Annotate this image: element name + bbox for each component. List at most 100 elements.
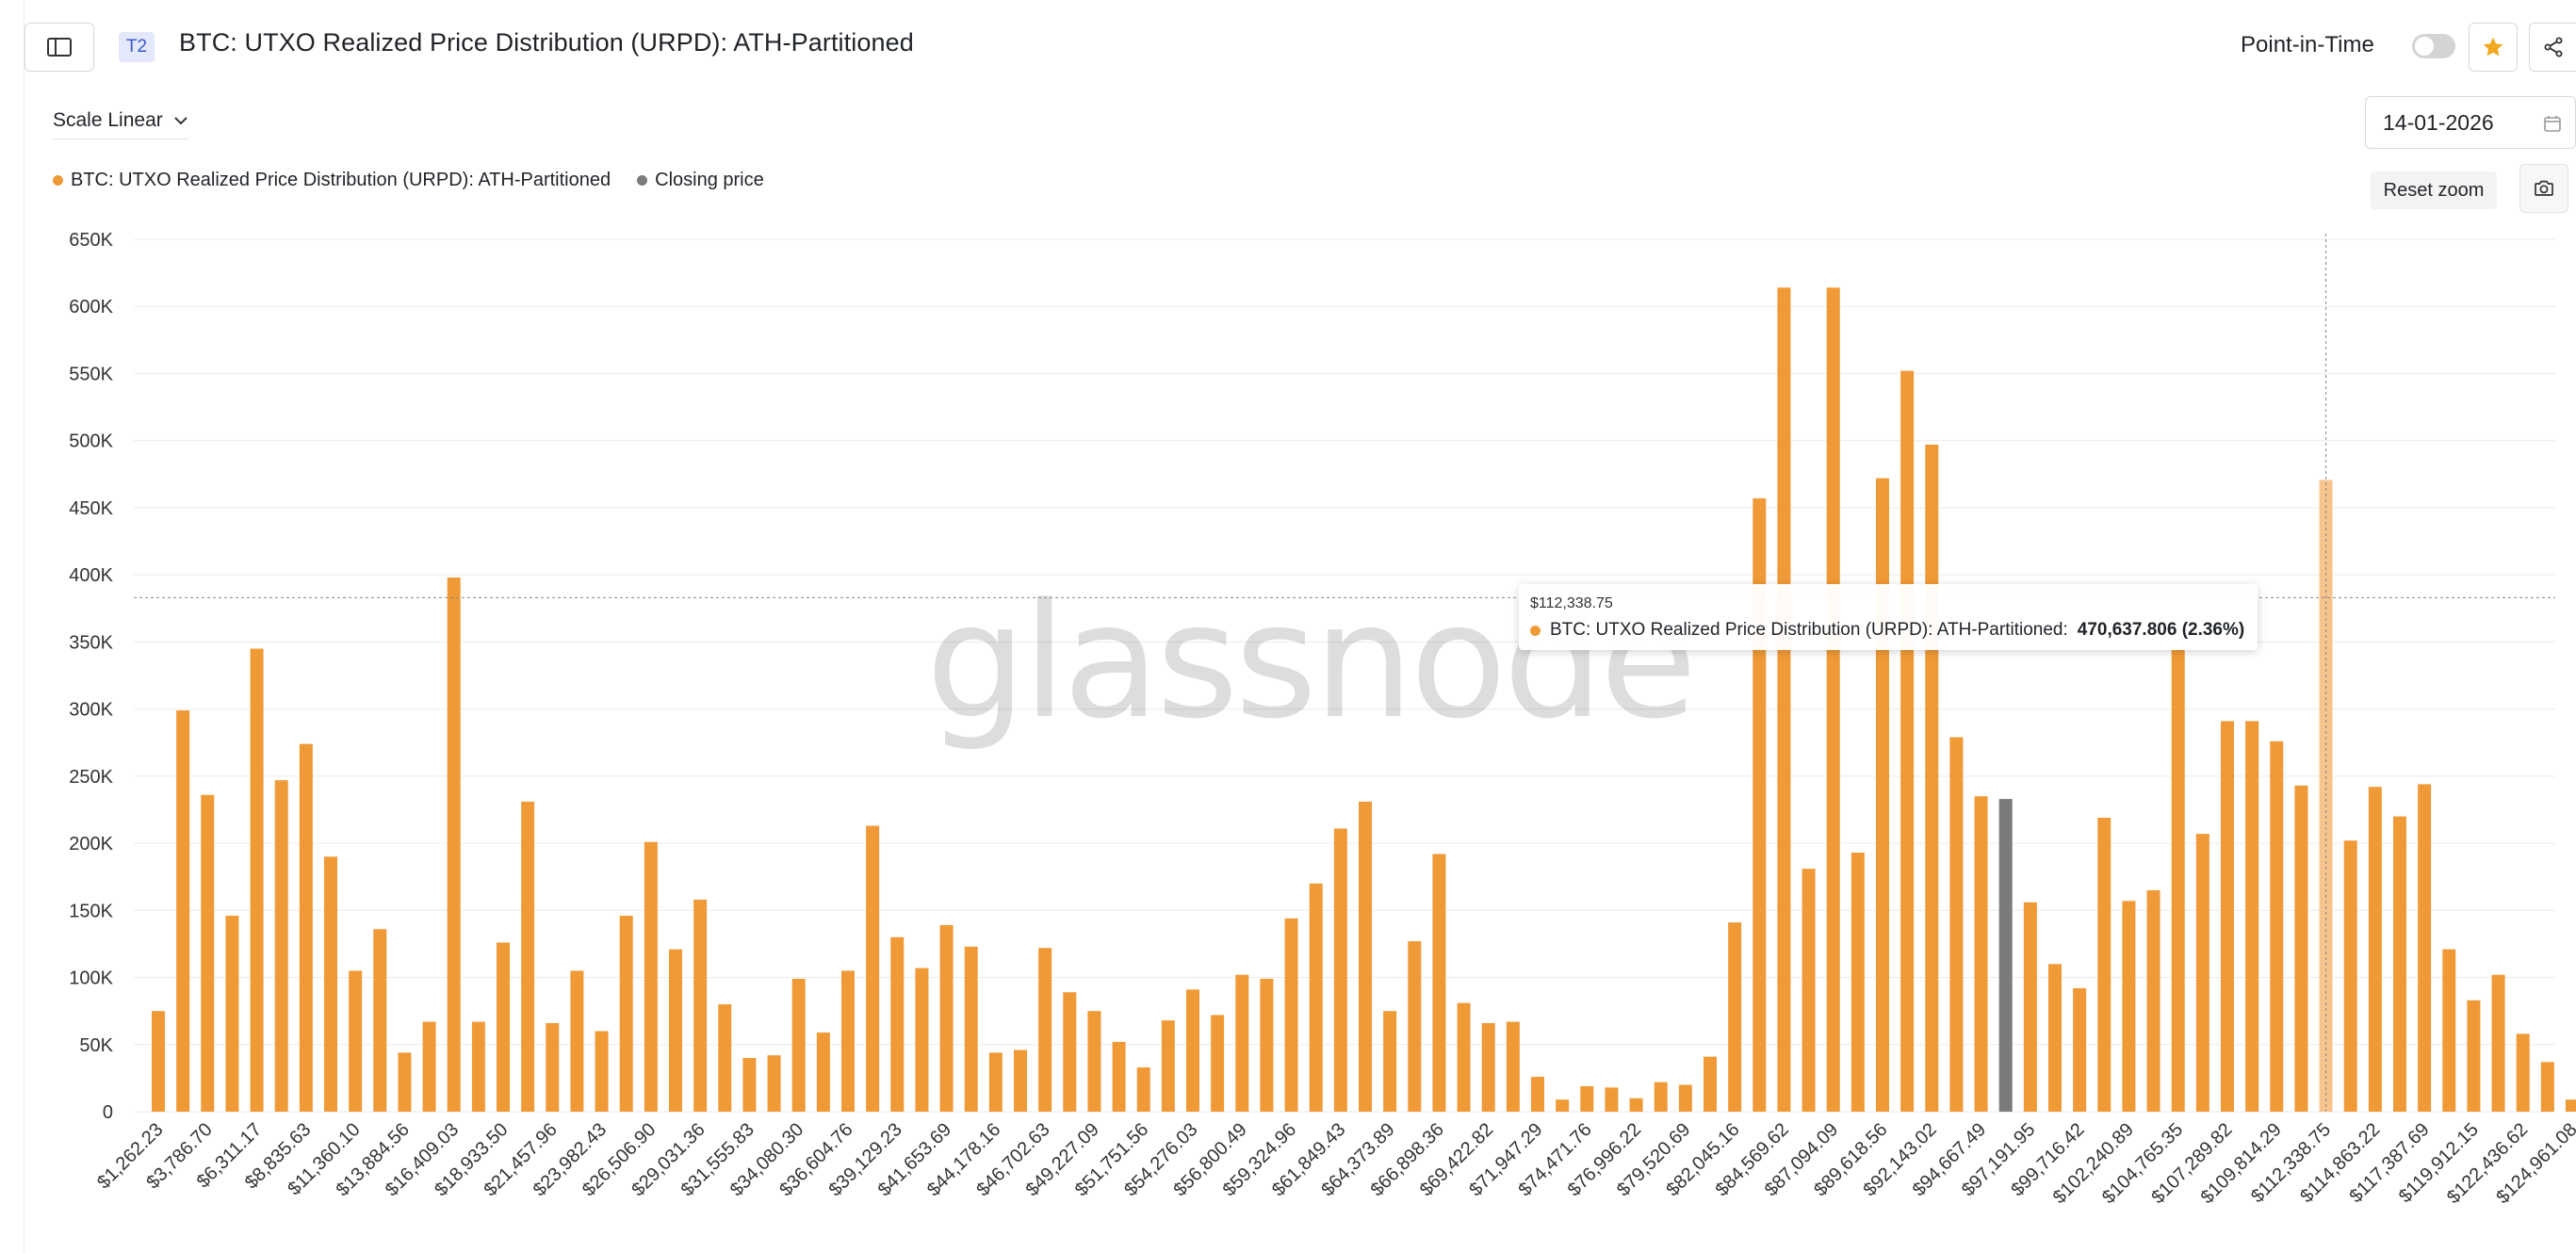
urpd-bar[interactable] (1481, 1022, 1495, 1112)
urpd-bar[interactable] (1900, 370, 1915, 1112)
urpd-bar[interactable] (1925, 444, 1939, 1112)
urpd-bar[interactable] (299, 743, 313, 1112)
urpd-bar[interactable] (521, 801, 535, 1112)
share-button[interactable] (2529, 23, 2576, 72)
closing-price-bar[interactable] (1998, 799, 2013, 1112)
urpd-bar[interactable] (1186, 989, 1199, 1112)
urpd-bar[interactable] (693, 899, 708, 1112)
urpd-bar[interactable] (1014, 1050, 1027, 1112)
urpd-bar[interactable] (2073, 987, 2087, 1112)
urpd-bar[interactable] (1136, 1066, 1150, 1112)
urpd-bar[interactable] (2467, 1000, 2481, 1112)
urpd-bar[interactable] (1235, 974, 1249, 1112)
urpd-bar[interactable] (767, 1055, 781, 1112)
urpd-bar[interactable] (201, 794, 215, 1112)
urpd-bar[interactable] (2221, 721, 2234, 1112)
urpd-bar[interactable] (349, 970, 363, 1112)
urpd-bar[interactable] (2442, 949, 2456, 1112)
urpd-bar[interactable] (1087, 1011, 1101, 1112)
urpd-bar[interactable] (1408, 941, 1422, 1112)
urpd-bar[interactable] (2491, 974, 2505, 1112)
urpd-bar[interactable] (2146, 889, 2160, 1112)
urpd-bar[interactable] (1432, 854, 1446, 1112)
urpd-bar[interactable] (447, 578, 461, 1112)
urpd-bar[interactable] (1309, 883, 1323, 1112)
urpd-bar[interactable] (1112, 1041, 1126, 1112)
urpd-bar[interactable] (1333, 828, 1347, 1112)
urpd-bar[interactable] (595, 1031, 609, 1112)
urpd-bar[interactable] (1654, 1082, 1668, 1112)
urpd-bar[interactable] (2418, 784, 2432, 1112)
urpd-bar[interactable] (791, 978, 806, 1112)
urpd-bar[interactable] (1359, 801, 1372, 1112)
urpd-bar[interactable] (2566, 1099, 2576, 1112)
urpd-bar[interactable] (1802, 869, 1816, 1112)
urpd-bar[interactable] (546, 1022, 560, 1112)
urpd-bar[interactable] (1531, 1076, 1544, 1112)
urpd-bar[interactable] (2023, 902, 2037, 1112)
urpd-bar[interactable] (866, 825, 880, 1112)
urpd-bar[interactable] (742, 1058, 757, 1112)
urpd-bar[interactable] (988, 1052, 1003, 1112)
urpd-bar[interactable] (816, 1032, 830, 1112)
legend-item-closing-price[interactable]: Closing price (637, 170, 764, 191)
urpd-bar[interactable] (1457, 1002, 1471, 1112)
urpd-bar[interactable] (176, 710, 190, 1112)
urpd-bar[interactable] (497, 942, 510, 1112)
urpd-bar[interactable] (570, 970, 584, 1112)
urpd-bar[interactable] (915, 968, 929, 1112)
urpd-bar[interactable] (718, 1004, 732, 1112)
urpd-bar[interactable] (250, 648, 264, 1112)
urpd-bar[interactable] (1556, 1099, 1570, 1112)
urpd-bar[interactable] (964, 946, 978, 1112)
urpd-bar[interactable] (274, 780, 288, 1112)
urpd-bar[interactable] (225, 916, 239, 1112)
urpd-bar[interactable] (2195, 834, 2209, 1112)
urpd-bar[interactable] (1728, 922, 1742, 1112)
urpd-bar[interactable] (1753, 497, 1767, 1112)
urpd-bar[interactable] (1260, 978, 1274, 1112)
urpd-bar[interactable] (1974, 796, 1988, 1112)
urpd-bar[interactable] (1284, 918, 1298, 1112)
urpd-bar[interactable] (669, 949, 682, 1112)
urpd-bar[interactable] (1211, 1015, 1225, 1112)
urpd-bar[interactable] (2097, 818, 2111, 1112)
urpd-bar[interactable] (1629, 1098, 1643, 1112)
urpd-bar[interactable] (2343, 840, 2357, 1112)
urpd-bar[interactable] (1826, 287, 1840, 1113)
date-input[interactable]: 14-01-2026 (2365, 96, 2576, 149)
point-in-time-toggle[interactable] (2412, 34, 2455, 58)
urpd-bar[interactable] (2270, 740, 2284, 1112)
urpd-bar[interactable] (1876, 478, 1889, 1112)
legend-item-urpd[interactable]: BTC: UTXO Realized Price Distribution (U… (53, 170, 611, 191)
urpd-bar[interactable] (2368, 787, 2382, 1112)
urpd-bar[interactable] (890, 936, 905, 1112)
urpd-bar[interactable] (2393, 816, 2406, 1112)
urpd-bar[interactable] (1949, 737, 1964, 1112)
urpd-bar[interactable] (1850, 853, 1865, 1112)
urpd-bar[interactable] (841, 970, 855, 1112)
urpd-bar[interactable] (644, 841, 658, 1112)
urpd-bar[interactable] (1506, 1021, 1520, 1112)
favorite-button[interactable] (2469, 23, 2518, 72)
urpd-bar[interactable] (1063, 992, 1077, 1112)
urpd-bar[interactable] (939, 924, 954, 1112)
urpd-bar[interactable] (1704, 1056, 1717, 1112)
urpd-bar[interactable] (1038, 948, 1052, 1112)
urpd-bar[interactable] (2294, 785, 2308, 1112)
urpd-bar[interactable] (152, 1011, 165, 1112)
urpd-bar[interactable] (2516, 1033, 2530, 1112)
urpd-bar[interactable] (1161, 1020, 1175, 1112)
urpd-bar[interactable] (398, 1052, 412, 1112)
urpd-bar[interactable] (1777, 287, 1791, 1113)
sidebar-toggle-button[interactable] (24, 23, 94, 72)
urpd-bar[interactable] (422, 1021, 436, 1112)
screenshot-button[interactable] (2519, 164, 2568, 213)
urpd-bar[interactable] (2171, 648, 2185, 1112)
urpd-bar[interactable] (324, 856, 337, 1112)
urpd-bar[interactable] (619, 916, 633, 1112)
urpd-bar[interactable] (1678, 1084, 1692, 1112)
urpd-bar[interactable] (2540, 1062, 2554, 1112)
scale-select[interactable]: Scale Linear (53, 106, 189, 139)
